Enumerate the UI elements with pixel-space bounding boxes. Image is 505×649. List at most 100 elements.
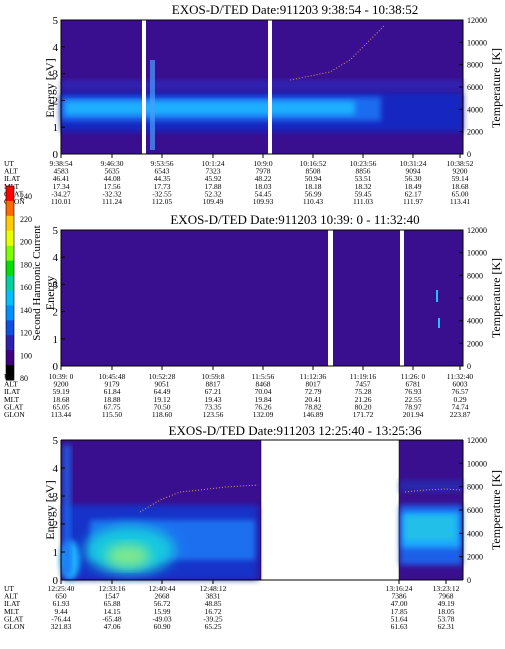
orbit-table-cell: 21.26 <box>355 395 372 404</box>
orbit-table-cell: 201.94 <box>403 410 424 419</box>
right-y-tick-label: 0 <box>467 362 471 371</box>
orbit-table-cell: 59.19 <box>53 387 70 396</box>
orbit-table-cell: 111.24 <box>102 197 122 206</box>
colorbar-tick-label: 220 <box>20 215 32 224</box>
orbit-table-cell: 9:38:54 <box>50 159 73 168</box>
orbit-table-cell: 53.78 <box>438 614 455 623</box>
orbit-table-cell: 10:39: 0 <box>49 372 74 381</box>
y-tick-label: 4 <box>53 42 59 54</box>
orbit-table-cell: 44.08 <box>104 174 121 183</box>
orbit-row-label: GLON <box>4 622 25 631</box>
colorbar-cell <box>6 245 14 262</box>
orbit-table-cell: 70.50 <box>154 402 171 411</box>
right-y-tick-label: 4000 <box>467 529 483 538</box>
panel-2-y-ticks: 0 1 2 3 4 5 <box>53 225 65 373</box>
panel-2: EXOS-D/TED Date:911203 10:39: 0 - 11:32:… <box>4 212 503 419</box>
orbit-table-cell: 6003 <box>453 380 468 389</box>
y-tick-label: 4 <box>53 252 59 264</box>
orbit-table-cell: 9051 <box>155 380 170 389</box>
orbit-table-cell: 46.41 <box>53 174 70 183</box>
orbit-table-cell: 62.17 <box>405 189 422 198</box>
colorbar-cell <box>6 186 14 202</box>
panel-1-orbit-table: UTALTILATMLTGLATGLON9:38:54458346.4117.3… <box>4 154 474 206</box>
orbit-table-cell: 7968 <box>439 592 454 601</box>
panel-3: EXOS-D/TED Date:911203 12:25:40 - 13:25:… <box>4 423 503 631</box>
orbit-table-cell: 11:5:56 <box>252 372 275 381</box>
orbit-table-cell: 9179 <box>105 380 120 389</box>
panel-3-right-y-ticks: 0 2000 4000 6000 8000 10000 12000 <box>459 436 487 585</box>
orbit-table-cell: 13:16:24 <box>386 584 413 593</box>
right-y-tick-label: 12000 <box>467 226 487 235</box>
orbit-table-cell: 9200 <box>54 380 69 389</box>
orbit-table-cell: 13:23:12 <box>433 584 460 593</box>
orbit-table-cell: 7386 <box>392 592 407 601</box>
orbit-table-cell: 10:52:28 <box>149 372 176 381</box>
orbit-row-label: UT <box>4 159 14 168</box>
orbit-row-label: ALT <box>4 167 18 176</box>
right-y-tick-label: 10000 <box>467 38 487 47</box>
orbit-table-cell: 62.31 <box>438 622 455 631</box>
orbit-table-cell: 10:9:0 <box>253 159 272 168</box>
orbit-table-cell: 12:33:16 <box>99 584 126 593</box>
panel-3-title: EXOS-D/TED Date:911203 12:25:40 - 13:25:… <box>169 423 422 438</box>
orbit-table-cell: 6543 <box>155 167 170 176</box>
panel-3-y-ticks: 0 1 2 3 4 5 <box>53 435 65 587</box>
right-y-tick-label: 8000 <box>467 483 483 492</box>
orbit-table-cell: 56.99 <box>305 189 322 198</box>
orbit-table-cell: 123.56 <box>203 410 224 419</box>
colorbar-gradient <box>5 185 15 381</box>
y-tick-label: 1 <box>53 334 59 346</box>
right-y-tick-label: 10000 <box>467 459 487 468</box>
orbit-table-cell: 8856 <box>356 167 371 176</box>
orbit-table-cell: 650 <box>55 592 67 601</box>
orbit-table-cell: 17.73 <box>154 182 171 191</box>
orbit-table-cell: 1547 <box>105 592 120 601</box>
colorbar-tick-label: 100 <box>20 351 32 360</box>
panel-1: EXOS-D/TED Date:911203 9:38:54 - 10:38:5… <box>4 2 503 206</box>
orbit-table-cell: 61.63 <box>391 622 408 631</box>
y-tick-label: 1 <box>53 547 59 559</box>
orbit-row-label: ILAT <box>4 387 21 396</box>
orbit-table-cell: 73.35 <box>205 402 222 411</box>
orbit-table-cell: 78.82 <box>305 402 322 411</box>
orbit-table-cell: 5635 <box>105 167 120 176</box>
orbit-table-cell: 18.68 <box>452 182 469 191</box>
panel-1-y-ticks: 0 1 2 3 4 5 <box>53 15 65 161</box>
orbit-table-cell: 10:1:24 <box>202 159 225 168</box>
colorbar-tick-label: 160 <box>20 283 32 292</box>
orbit-row-label: GLON <box>4 197 25 206</box>
orbit-table-cell: 17.34 <box>53 182 70 191</box>
orbit-table-cell: -49.03 <box>152 614 172 623</box>
orbit-table-cell: 48.85 <box>205 599 222 608</box>
y-tick-label: 2 <box>53 307 59 319</box>
orbit-table-cell: 52.32 <box>205 189 222 198</box>
right-y-tick-label: 2000 <box>467 128 483 137</box>
y-tick-label: 1 <box>53 122 59 134</box>
orbit-table-cell: 61.93 <box>53 599 70 608</box>
orbit-table-cell: 19.12 <box>154 395 171 404</box>
orbit-row-label: ILAT <box>4 174 21 183</box>
colorbar-cell <box>6 365 14 381</box>
orbit-table-cell: 72.79 <box>305 387 322 396</box>
panel-2-ylabel: Energy <box>43 276 57 310</box>
panel-1-ylabel: Energy [eV] <box>43 58 57 117</box>
orbit-row-label: MLT <box>4 395 20 404</box>
orbit-table-cell: 8817 <box>206 380 221 389</box>
right-y-tick-label: 12000 <box>467 16 487 25</box>
colorbar-cell <box>6 275 14 291</box>
orbit-table-cell: 7978 <box>256 167 271 176</box>
orbit-row-label: GLON <box>4 410 25 419</box>
right-y-tick-label: 8000 <box>467 61 483 70</box>
panel-1-right-y-ticks: 0 2000 4000 6000 8000 10000 12000 <box>459 16 487 159</box>
right-y-tick-label: 2000 <box>467 553 483 562</box>
orbit-table-cell: 78.97 <box>405 402 422 411</box>
right-y-tick-label: 8000 <box>467 271 483 280</box>
orbit-table-cell: 9200 <box>453 167 468 176</box>
orbit-table-cell: 48.22 <box>255 174 272 183</box>
orbit-table-cell: 65.88 <box>104 599 121 608</box>
orbit-table-cell: -32.55 <box>152 189 172 198</box>
y-tick-label: 0 <box>53 575 59 587</box>
orbit-table-cell: -76.44 <box>51 614 71 623</box>
colorbar-tick-label: 80 <box>20 374 28 383</box>
